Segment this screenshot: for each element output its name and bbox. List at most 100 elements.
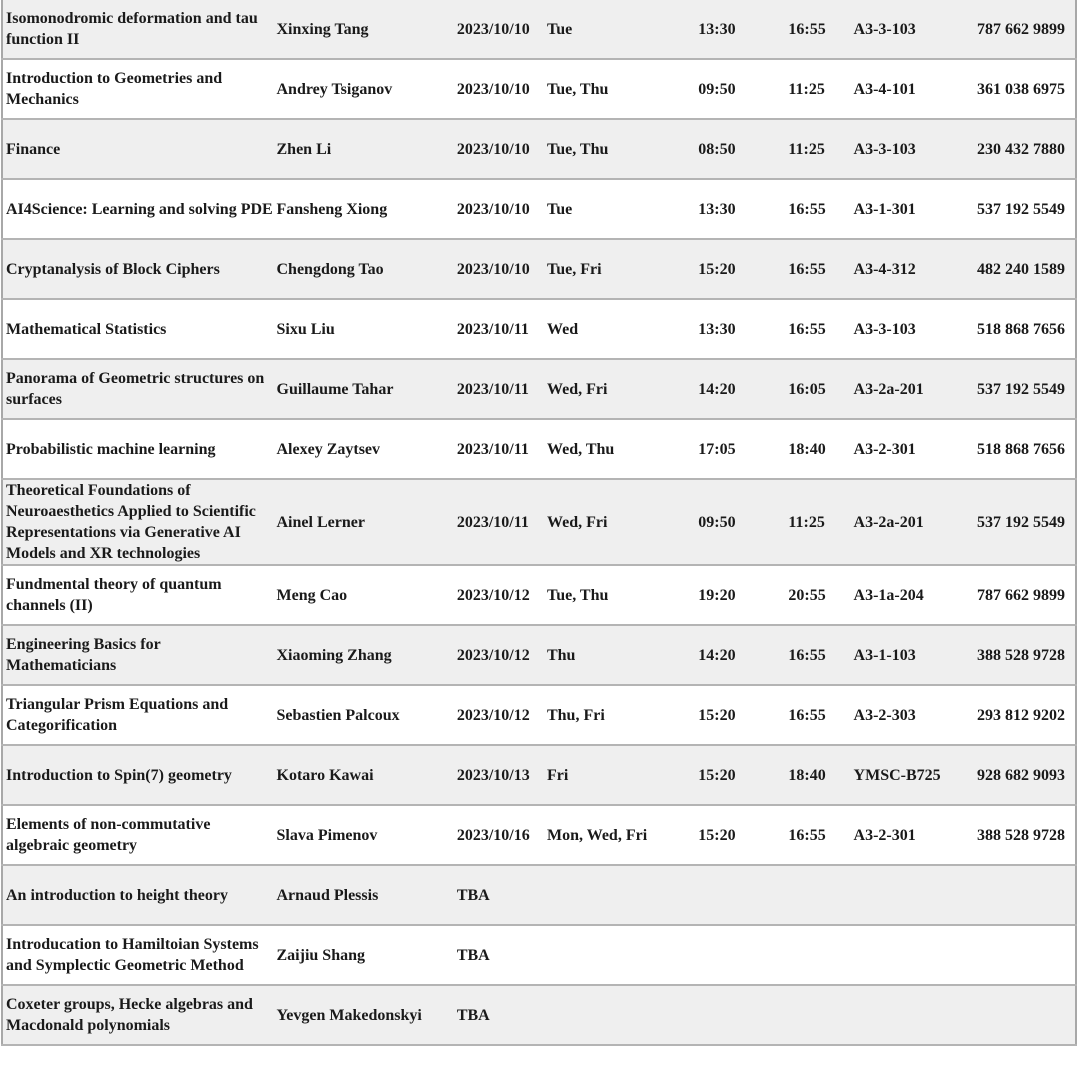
- table-row: Probabilistic machine learning Alexey Zay…: [2, 419, 1076, 480]
- cell-date: 2023/10/10: [453, 59, 544, 120]
- table-row: Panorama of Geometric structures on surf…: [2, 359, 1076, 420]
- cell-days: Tue: [543, 179, 696, 240]
- cell-title: Mathematical Statistics: [2, 299, 274, 360]
- cell-room: A3-3-103: [850, 0, 958, 60]
- cell-date: TBA: [453, 985, 544, 1046]
- cell-start: 15:20: [695, 239, 786, 300]
- table-row: Introducation to Hamiltoian Systems and …: [2, 925, 1076, 986]
- cell-start: 17:05: [695, 419, 786, 480]
- cell-date: 2023/10/11: [453, 479, 544, 566]
- cell-title: AI4Science: Learning and solving PDE: [2, 179, 274, 240]
- cell-date: 2023/10/10: [453, 179, 544, 240]
- cell-phone: [957, 985, 1076, 1046]
- cell-end: 18:40: [785, 419, 851, 480]
- cell-room: A3-2a-201: [850, 479, 958, 566]
- cell-start: 13:30: [695, 0, 786, 60]
- cell-instructor: Zhen Li: [273, 119, 454, 180]
- cell-instructor: Andrey Tsiganov: [273, 59, 454, 120]
- table-row: Engineering Basics for Mathematicians Xia…: [2, 625, 1076, 686]
- cell-end: 16:55: [785, 0, 851, 60]
- cell-room: A3-1a-204: [850, 565, 958, 626]
- cell-date: 2023/10/12: [453, 625, 544, 686]
- cell-days: [543, 865, 696, 926]
- cell-instructor: Meng Cao: [273, 565, 454, 626]
- cell-phone: 388 528 9728: [957, 805, 1076, 866]
- cell-date: 2023/10/12: [453, 565, 544, 626]
- cell-days: [543, 985, 696, 1046]
- cell-date: 2023/10/12: [453, 685, 544, 746]
- table-row: Introduction to Spin(7) geometry Kotaro K…: [2, 745, 1076, 806]
- cell-start: 14:20: [695, 359, 786, 420]
- cell-title: Finance: [2, 119, 274, 180]
- cell-start: 15:20: [695, 685, 786, 746]
- cell-instructor: Xiaoming Zhang: [273, 625, 454, 686]
- cell-end: 20:55: [785, 565, 851, 626]
- cell-start: 09:50: [695, 59, 786, 120]
- cell-days: Tue, Thu: [543, 59, 696, 120]
- cell-instructor: Sixu Liu: [273, 299, 454, 360]
- cell-date: 2023/10/10: [453, 0, 544, 60]
- cell-days: Thu, Fri: [543, 685, 696, 746]
- cell-room: A3-2-301: [850, 805, 958, 866]
- cell-phone: 518 868 7656: [957, 299, 1076, 360]
- cell-phone: [957, 925, 1076, 986]
- cell-end: 16:55: [785, 239, 851, 300]
- cell-instructor: Zaijiu Shang: [273, 925, 454, 986]
- cell-phone: 361 038 6975: [957, 59, 1076, 120]
- cell-start: 19:20: [695, 565, 786, 626]
- cell-room: A3-2-303: [850, 685, 958, 746]
- cell-date: 2023/10/13: [453, 745, 544, 806]
- cell-instructor: Fansheng Xiong: [273, 179, 454, 240]
- table-row: AI4Science: Learning and solving PDE Fans…: [2, 179, 1076, 240]
- table-row: Mathematical Statistics Sixu Liu 2023/10/1…: [2, 299, 1076, 360]
- table-row: Coxeter groups, Hecke algebras and Macdo…: [2, 985, 1076, 1046]
- cell-days: Fri: [543, 745, 696, 806]
- cell-end: 16:55: [785, 299, 851, 360]
- cell-title: Introducation to Hamiltoian Systems and …: [2, 925, 274, 986]
- cell-end: [785, 985, 851, 1046]
- cell-instructor: Yevgen Makedonskyi: [273, 985, 454, 1046]
- table-row: Elements of non-commutative algebraic ge…: [2, 805, 1076, 866]
- cell-phone: 230 432 7880: [957, 119, 1076, 180]
- cell-instructor: Guillaume Tahar: [273, 359, 454, 420]
- cell-room: [850, 925, 958, 986]
- cell-instructor: Xinxing Tang: [273, 0, 454, 60]
- cell-date: 2023/10/10: [453, 239, 544, 300]
- cell-title: Engineering Basics for Mathematicians: [2, 625, 274, 686]
- cell-end: 16:55: [785, 685, 851, 746]
- cell-room: YMSC-B725: [850, 745, 958, 806]
- cell-title: Introduction to Spin(7) geometry: [2, 745, 274, 806]
- cell-date: 2023/10/11: [453, 299, 544, 360]
- cell-start: [695, 865, 786, 926]
- course-schedule-table: Isomonodromic deformation and tau functi…: [1, 0, 1077, 1046]
- cell-date: TBA: [453, 865, 544, 926]
- cell-room: [850, 865, 958, 926]
- cell-end: 18:40: [785, 745, 851, 806]
- cell-instructor: Kotaro Kawai: [273, 745, 454, 806]
- cell-start: 15:20: [695, 805, 786, 866]
- cell-end: 11:25: [785, 119, 851, 180]
- cell-end: 11:25: [785, 59, 851, 120]
- table-row: Cryptanalysis of Block Ciphers Chengdong …: [2, 239, 1076, 300]
- cell-days: Tue: [543, 0, 696, 60]
- cell-start: 08:50: [695, 119, 786, 180]
- cell-title: Elements of non-commutative algebraic ge…: [2, 805, 274, 866]
- cell-date: TBA: [453, 925, 544, 986]
- cell-instructor: Ainel Lerner: [273, 479, 454, 566]
- cell-date: 2023/10/16: [453, 805, 544, 866]
- cell-start: 15:20: [695, 745, 786, 806]
- cell-room: A3-2-301: [850, 419, 958, 480]
- cell-days: Wed, Thu: [543, 419, 696, 480]
- cell-instructor: Chengdong Tao: [273, 239, 454, 300]
- cell-days: Mon, Wed, Fri: [543, 805, 696, 866]
- cell-days: Wed, Fri: [543, 479, 696, 566]
- table-row: Isomonodromic deformation and tau functi…: [2, 0, 1076, 60]
- cell-end: [785, 925, 851, 986]
- cell-date: 2023/10/11: [453, 359, 544, 420]
- cell-end: 16:55: [785, 805, 851, 866]
- cell-days: Thu: [543, 625, 696, 686]
- cell-room: A3-4-312: [850, 239, 958, 300]
- cell-phone: 787 662 9899: [957, 0, 1076, 60]
- cell-days: Wed: [543, 299, 696, 360]
- cell-end: [785, 865, 851, 926]
